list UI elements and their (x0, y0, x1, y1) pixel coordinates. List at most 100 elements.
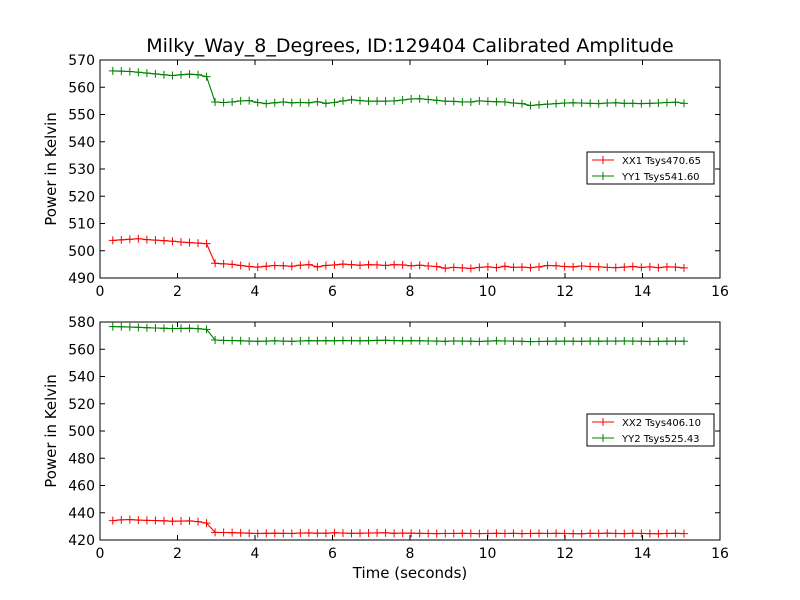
data-point (219, 336, 228, 345)
data-point (108, 236, 117, 245)
x-tick-label: 0 (96, 284, 105, 300)
data-point (185, 238, 194, 247)
data-point (586, 99, 595, 108)
data-point (159, 516, 168, 525)
data-point (398, 96, 407, 105)
data-point (637, 529, 646, 538)
data-point (594, 99, 603, 108)
data-point (279, 97, 288, 106)
data-point (151, 69, 160, 78)
data-point (441, 337, 450, 346)
data-point (671, 529, 680, 538)
data-point (373, 336, 382, 345)
data-point (125, 67, 134, 76)
data-point (168, 71, 177, 80)
data-point (654, 99, 663, 108)
data-point (603, 337, 612, 346)
y-tick-label: 570 (68, 53, 95, 69)
data-point (313, 97, 322, 106)
data-point (117, 67, 126, 76)
data-point (594, 262, 603, 271)
x-axis-label: Time (seconds) (352, 564, 468, 582)
data-point (134, 323, 143, 332)
data-point (142, 235, 151, 244)
data-point (535, 529, 544, 538)
data-point (347, 260, 356, 269)
legend-box (586, 413, 715, 447)
data-point (628, 262, 637, 271)
data-point (296, 529, 305, 538)
data-point (262, 99, 271, 108)
data-point (108, 66, 117, 75)
data-point (483, 262, 492, 271)
data-point (211, 528, 220, 537)
x-tick-label: 6 (328, 546, 337, 562)
data-point (125, 323, 134, 332)
data-point (552, 337, 561, 346)
data-point (509, 337, 518, 346)
data-point (543, 529, 552, 538)
legend-marker (599, 434, 607, 442)
data-point (219, 259, 228, 268)
data-point (645, 337, 654, 346)
data-point (202, 239, 211, 248)
data-point (475, 337, 484, 346)
data-point (492, 263, 501, 272)
y-tick-label: 510 (68, 217, 95, 233)
data-point (219, 528, 228, 537)
data-point (526, 263, 535, 272)
figure-title: Milky_Way_8_Degrees, ID:129404 Calibrate… (146, 35, 674, 57)
data-point (662, 262, 671, 271)
data-point (159, 324, 168, 333)
data-point (338, 529, 347, 538)
data-point (211, 97, 220, 106)
data-point (270, 336, 279, 345)
data-point (390, 529, 399, 538)
data-point (620, 263, 629, 272)
data-point (611, 98, 620, 107)
data-point (253, 98, 262, 107)
data-point (543, 261, 552, 270)
data-point (407, 529, 416, 538)
data-point (569, 337, 578, 346)
legend-marker (599, 172, 607, 180)
data-point (194, 324, 203, 333)
data-point (662, 98, 671, 107)
data-point (356, 336, 365, 345)
data-point (202, 325, 211, 334)
x-tick-label: 14 (634, 284, 652, 300)
data-point (125, 515, 134, 524)
data-point (338, 336, 347, 345)
data-point (552, 261, 561, 270)
data-point (611, 529, 620, 538)
data-point (517, 529, 526, 538)
data-point (117, 235, 126, 244)
data-point (517, 337, 526, 346)
data-point (321, 261, 330, 270)
data-point (313, 336, 322, 345)
data-point (407, 94, 416, 103)
data-point (176, 324, 185, 333)
data-point (338, 260, 347, 269)
data-point (262, 337, 271, 346)
data-point (364, 260, 373, 269)
data-point (347, 336, 356, 345)
x-tick-label: 0 (96, 546, 105, 562)
data-point (134, 234, 143, 243)
data-point (321, 99, 330, 108)
data-point (509, 529, 518, 538)
data-point (398, 336, 407, 345)
legend-marker (599, 156, 607, 164)
data-point (569, 262, 578, 271)
y-tick-label: 460 (68, 479, 95, 495)
bottom-chart: 0 2 4 6 8 10 12 14 16 420 440 460 480 500 520 540 560 580… (42, 315, 729, 582)
data-point (142, 323, 151, 332)
data-point (492, 529, 501, 538)
data-point (151, 323, 160, 332)
data-point (424, 95, 433, 104)
data-point (176, 238, 185, 247)
data-point (620, 99, 629, 108)
data-point (373, 97, 382, 106)
data-point (330, 336, 339, 345)
data-point (194, 239, 203, 248)
